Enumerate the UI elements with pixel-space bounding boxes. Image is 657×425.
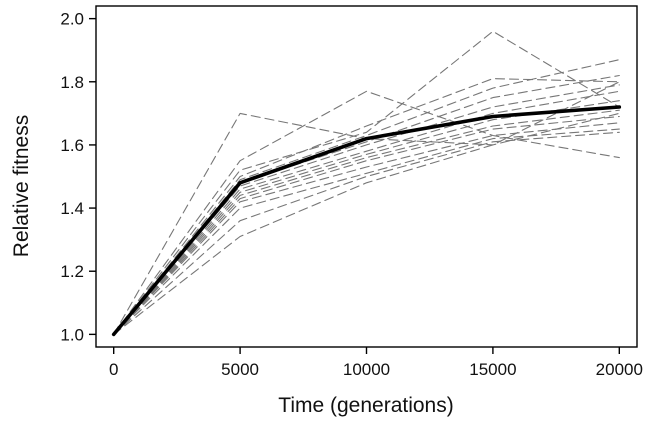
series-group: [111, 30, 622, 337]
mean-series-line: [111, 105, 622, 337]
replicate-series-line-7: [113, 84, 620, 335]
y-axis-title: Relative fitness: [10, 115, 33, 257]
x-tick-label: 10000: [343, 360, 390, 379]
plot-frame-group: [95, 5, 638, 348]
replicate-series-line-3: [113, 30, 620, 335]
replicate-series-line-11: [113, 115, 620, 335]
x-tick-label: 5000: [221, 360, 259, 379]
y-tick-label: 1.0: [60, 325, 84, 344]
y-tick-label: 1.8: [60, 73, 84, 92]
replicate-series-line-2: [113, 90, 620, 335]
y-tick-label: 1.4: [60, 199, 84, 218]
x-tick-label: 20000: [596, 360, 643, 379]
replicate-series-line-5: [113, 59, 620, 335]
y-tick-label: 1.2: [60, 262, 84, 281]
replicate-series-line-15: [113, 81, 620, 335]
replicate-series-line-14: [113, 131, 620, 335]
replicate-series-line-12: [113, 122, 620, 335]
x-axis-title: Time (generations): [278, 394, 453, 417]
replicate-series-line-13: [113, 128, 620, 335]
replicate-series-line-8: [113, 90, 620, 335]
replicate-series-line-4: [113, 78, 620, 335]
ticks-group: 0 5000 10000 15000 20000 1.0 1.2 1.4 1.6 1.8 2.0: [60, 10, 643, 379]
y-tick-label: 2.0: [60, 10, 84, 29]
y-tick-label: 1.6: [60, 136, 84, 155]
x-tick-label: 15000: [469, 360, 516, 379]
replicate-series-line-10: [113, 109, 620, 335]
x-tick-label: 0: [109, 360, 118, 379]
plot-frame: [95, 5, 638, 348]
replicate-series-line-9: [113, 100, 620, 335]
replicate-series-line-1: [113, 112, 620, 335]
